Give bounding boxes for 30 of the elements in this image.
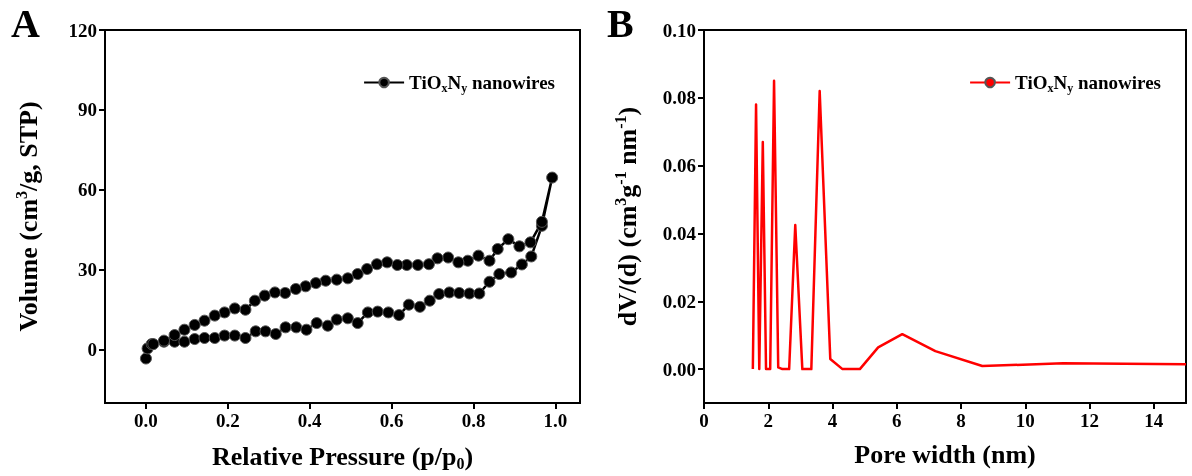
x-tick-label: 0.4 (297, 410, 323, 431)
y-axis-title: Volume (cm3/g, STP) (12, 101, 43, 332)
y-tick-label: 90 (78, 99, 97, 121)
y-tick-label: 0.04 (662, 222, 697, 244)
chart-title: A (11, 0, 40, 46)
x-axis-title: Pore width (nm) (854, 439, 1036, 469)
x-tick-label: 10 (1015, 410, 1035, 431)
x-tick-label: 0.0 (134, 410, 158, 431)
x-tick-label: 14 (1144, 410, 1164, 431)
x-tick-label: 12 (1080, 410, 1100, 431)
y-tick-label: 0.06 (662, 155, 696, 177)
x-tick-label: 0.6 (379, 410, 404, 431)
y-tick-label: 0.02 (662, 290, 696, 312)
chart-title: B (607, 0, 634, 46)
y-tick-label: 0.10 (662, 19, 696, 41)
x-tick-label: 0.8 (461, 410, 486, 431)
y-tick-label: 120 (68, 19, 97, 41)
x-tick-label: 4 (827, 410, 838, 431)
y-tick-label: 0 (87, 339, 97, 361)
y-tick-label: 60 (78, 179, 97, 201)
y-axis-title: dV/(d) (cm3g-1 nm-1) (611, 106, 642, 327)
x-tick-label: 0 (699, 410, 709, 431)
x-tick-label: 2 (763, 410, 774, 431)
x-tick-label: 8 (956, 410, 966, 431)
x-tick-label: 0.2 (215, 410, 240, 431)
y-tick-label: 30 (78, 259, 97, 281)
y-tick-label: 0.00 (662, 358, 696, 380)
y-tick-label: 0.08 (662, 87, 696, 109)
x-tick-label: 1.0 (543, 410, 568, 431)
x-tick-label: 6 (892, 410, 902, 431)
